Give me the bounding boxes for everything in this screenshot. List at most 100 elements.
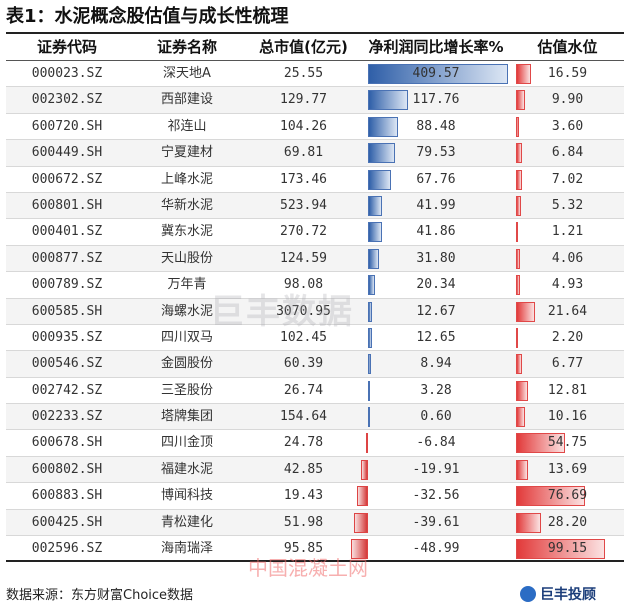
cell-market-cap: 51.98 bbox=[283, 514, 324, 530]
cell-market-cap: 42.85 bbox=[283, 461, 324, 477]
table-row: 000789.SZ 万年青 98.08 20.34 4.93 bbox=[6, 272, 624, 299]
cell-valuation-level: 16.59 bbox=[547, 66, 588, 81]
cell-market-cap: 173.46 bbox=[280, 171, 327, 187]
valuation-bar bbox=[516, 195, 521, 216]
growth-bar bbox=[368, 380, 370, 401]
cell-market-cap: 98.08 bbox=[283, 277, 324, 293]
cell-market-cap: 95.85 bbox=[283, 541, 324, 557]
valuation-bar bbox=[516, 539, 606, 560]
cell-code: 600585.SH bbox=[31, 303, 103, 319]
table-row: 000546.SZ 金圆股份 60.39 8.94 6.77 bbox=[6, 351, 624, 378]
cell-name: 博闻科技 bbox=[160, 488, 213, 504]
valuation-bar bbox=[516, 222, 518, 243]
cell-market-cap: 154.64 bbox=[280, 409, 327, 425]
cell-profit-growth: 31.80 bbox=[416, 250, 456, 266]
cell-market-cap: 3070.95 bbox=[276, 303, 331, 319]
cell-profit-growth: 41.86 bbox=[416, 224, 456, 240]
valuation-bar bbox=[516, 169, 523, 190]
valuation-bar bbox=[516, 354, 523, 375]
cell-name: 华新水泥 bbox=[160, 197, 213, 213]
brand-logo-icon bbox=[520, 586, 536, 602]
cell-valuation-level: 9.90 bbox=[551, 92, 584, 108]
cell-valuation-level: 28.20 bbox=[547, 514, 588, 530]
valuation-bar bbox=[516, 380, 528, 401]
cell-code: 002302.SZ bbox=[31, 92, 103, 108]
cell-code: 600425.SH bbox=[31, 514, 103, 530]
growth-bar bbox=[368, 407, 370, 428]
cell-profit-growth: 0.60 bbox=[420, 409, 452, 425]
growth-bar bbox=[368, 354, 372, 375]
cell-name: 宁夏建材 bbox=[160, 145, 213, 161]
cell-valuation-level: 3.60 bbox=[551, 118, 584, 134]
cell-valuation-level: 10.16 bbox=[547, 409, 588, 425]
cell-profit-growth: 3.28 bbox=[420, 382, 452, 398]
cell-valuation-level: 6.84 bbox=[551, 145, 584, 161]
cell-name: 福建水泥 bbox=[160, 461, 213, 477]
cell-profit-growth: 67.76 bbox=[416, 171, 456, 187]
table-row: 600883.SH 博闻科技 19.43 -32.56 76.69 bbox=[6, 483, 624, 510]
cell-name: 三圣股份 bbox=[160, 382, 213, 398]
cell-market-cap: 60.39 bbox=[283, 356, 324, 372]
cell-profit-growth: 79.53 bbox=[416, 145, 456, 161]
growth-bar bbox=[368, 195, 383, 216]
cell-code: 600720.SH bbox=[31, 118, 103, 134]
header-valuation-level: 估值水位 bbox=[537, 38, 598, 56]
cell-name: 四川金顶 bbox=[160, 435, 213, 451]
cell-code: 600801.SH bbox=[31, 197, 103, 213]
valuation-bar bbox=[516, 248, 520, 269]
cell-name: 天山股份 bbox=[160, 250, 213, 266]
cell-valuation-level: 2.20 bbox=[551, 329, 584, 345]
table-row: 600449.SH 宁夏建材 69.81 79.53 6.84 bbox=[6, 140, 624, 167]
brand-logo: 巨丰投顾 bbox=[520, 584, 596, 604]
growth-bar bbox=[368, 248, 379, 269]
cell-code: 600678.SH bbox=[31, 435, 103, 451]
valuation-table: 证券代码 证券名称 总市值(亿元) 净利润同比增长率% 估值水位 000023.… bbox=[6, 32, 624, 563]
cell-name: 海螺水泥 bbox=[160, 303, 213, 319]
cell-valuation-level: 99.15 bbox=[547, 541, 588, 557]
data-source-note: 数据来源：东方财富Choice数据 bbox=[6, 588, 194, 603]
valuation-bar bbox=[516, 116, 520, 137]
valuation-bar bbox=[516, 512, 542, 533]
cell-profit-growth: 88.48 bbox=[416, 118, 456, 134]
header-profit-growth: 净利润同比增长率% bbox=[368, 38, 504, 56]
watermark: 巨丰数据 bbox=[210, 292, 354, 332]
cell-code: 000877.SZ bbox=[31, 250, 103, 266]
growth-bar bbox=[368, 64, 508, 84]
cell-profit-growth: -39.61 bbox=[412, 514, 460, 530]
growth-bar bbox=[356, 486, 368, 507]
cell-name: 万年青 bbox=[167, 277, 207, 293]
cell-code: 002596.SZ bbox=[31, 541, 103, 557]
cell-valuation-level: 4.06 bbox=[551, 250, 584, 266]
cell-profit-growth: 409.57 bbox=[412, 66, 460, 81]
cell-code: 000672.SZ bbox=[31, 171, 103, 187]
growth-bar bbox=[368, 143, 396, 164]
cell-name: 深天地A bbox=[163, 66, 211, 81]
growth-bar bbox=[368, 327, 373, 348]
cell-code: 000023.SZ bbox=[31, 66, 103, 81]
cell-valuation-level: 6.77 bbox=[551, 356, 584, 372]
table-row: 600425.SH 青松建化 51.98 -39.61 28.20 bbox=[6, 509, 624, 537]
cell-valuation-level: 76.69 bbox=[547, 488, 588, 504]
cell-code: 600449.SH bbox=[31, 145, 103, 161]
table-row: 002302.SZ 西部建设 129.77 117.76 9.90 bbox=[6, 87, 624, 114]
brand-logo-text: 巨丰投顾 bbox=[540, 587, 596, 603]
cell-profit-growth: 12.67 bbox=[416, 303, 456, 319]
valuation-bar bbox=[516, 301, 536, 322]
header-name: 证券名称 bbox=[156, 38, 217, 56]
table-row: 600585.SH 海螺水泥 3070.95 12.67 21.64 bbox=[6, 298, 624, 325]
growth-bar bbox=[368, 90, 409, 111]
table-row: 002742.SZ 三圣股份 26.74 3.28 12.81 bbox=[6, 378, 624, 405]
growth-bar bbox=[368, 116, 399, 137]
table-row: 000935.SZ 四川双马 102.45 12.65 2.20 bbox=[6, 325, 624, 352]
cell-market-cap: 102.45 bbox=[280, 329, 327, 345]
growth-bar bbox=[365, 433, 368, 454]
table-row: 600678.SH 四川金顶 24.78 -6.84 54.75 bbox=[6, 430, 624, 457]
cell-name: 青松建化 bbox=[160, 514, 213, 530]
valuation-bar bbox=[516, 275, 521, 296]
valuation-bar bbox=[516, 143, 523, 164]
table-title: 表1：水泥概念股估值与成长性梳理 bbox=[6, 6, 289, 27]
cell-valuation-level: 1.21 bbox=[551, 224, 584, 240]
header-code: 证券代码 bbox=[36, 38, 97, 56]
table-body: 000023.SZ 深天地A 25.55 409.57 16.59 002302.SZ 西部… bbox=[6, 61, 624, 563]
table-row: 000877.SZ 天山股份 124.59 31.80 4.06 bbox=[6, 245, 624, 273]
